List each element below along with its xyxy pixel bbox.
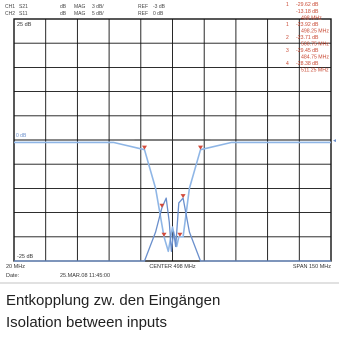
marker-triangle [180,194,186,199]
header-text: CH1 [5,4,15,10]
ref-top-label: 25 dB [17,22,32,28]
marker-id: 4 [286,61,289,67]
marker-value: -29.62 dB [296,2,319,8]
marker-freq: 511.25 MHz [301,68,329,74]
marker-value: -23.71 dB [296,35,319,41]
marker-triangle [161,232,167,237]
marker-triangle [141,145,147,150]
span-label: SPAN 150 MHz [293,264,331,270]
header-text: REF [138,4,148,10]
marker-id: 2 [286,35,289,41]
date-value: 25.MAR.08 11:45:00 [60,273,110,279]
header-text: -3 dB [153,4,166,10]
date-label: Date: [6,273,20,279]
header-text: 3 dB/ [92,4,104,10]
marker-freq: 484.75 MHz [301,55,329,61]
marker-triangle [177,232,183,237]
zero-db-label: 0 dB [16,133,27,139]
header-text: S11 [19,11,28,17]
header-text: REF [138,11,148,17]
marker-value: -29.45 dB [296,48,319,54]
marker-value: -28.38 dB [296,61,319,67]
right-ref-arrow: ◄ [332,138,337,144]
header-text: dB [60,11,67,17]
start-frequency-label: 20 MHz [6,264,25,270]
trace-s11 [14,197,331,262]
header-text: S21 [19,4,28,10]
caption-english: Isolation between inputs [6,314,167,331]
marker-freq: 498.25 MHz [301,29,329,35]
marker-freq: 500.75 MHz [301,42,329,48]
header-text: MAG [74,11,86,17]
marker-freq: 498 MHz [301,16,322,22]
header-text: 0 dB [153,11,164,17]
header-text: CH2 [5,11,15,17]
caption-german: Entkopplung zw. den Eingängen [6,292,221,309]
marker-id: 3 [286,48,289,54]
marker-id: 1 [286,2,289,8]
center-frequency-label: CENTER 498 MHz [149,264,195,270]
marker-value: -13.18 dB [296,9,319,15]
marker-value: -23.92 dB [296,22,319,28]
network-analyzer-plot: CH1 S21 dB MAG 3 dB/REF -3 dB CH2 S11 dB MAG 5 dB/… [0,2,339,284]
marker-triangle [159,203,165,208]
header-text: dB [60,4,67,10]
marker-id: 1 [286,22,289,28]
marker-triangle [198,145,204,150]
header-text: 5 dB/ [92,11,104,17]
ref-bottom-label: -25 dB [17,254,34,260]
header-text: MAG [74,4,86,10]
